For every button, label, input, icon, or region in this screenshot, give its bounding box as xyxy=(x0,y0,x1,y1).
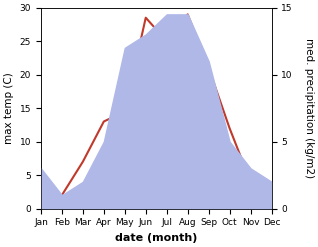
X-axis label: date (month): date (month) xyxy=(115,233,197,243)
Y-axis label: med. precipitation (kg/m2): med. precipitation (kg/m2) xyxy=(304,38,314,178)
Y-axis label: max temp (C): max temp (C) xyxy=(4,72,14,144)
